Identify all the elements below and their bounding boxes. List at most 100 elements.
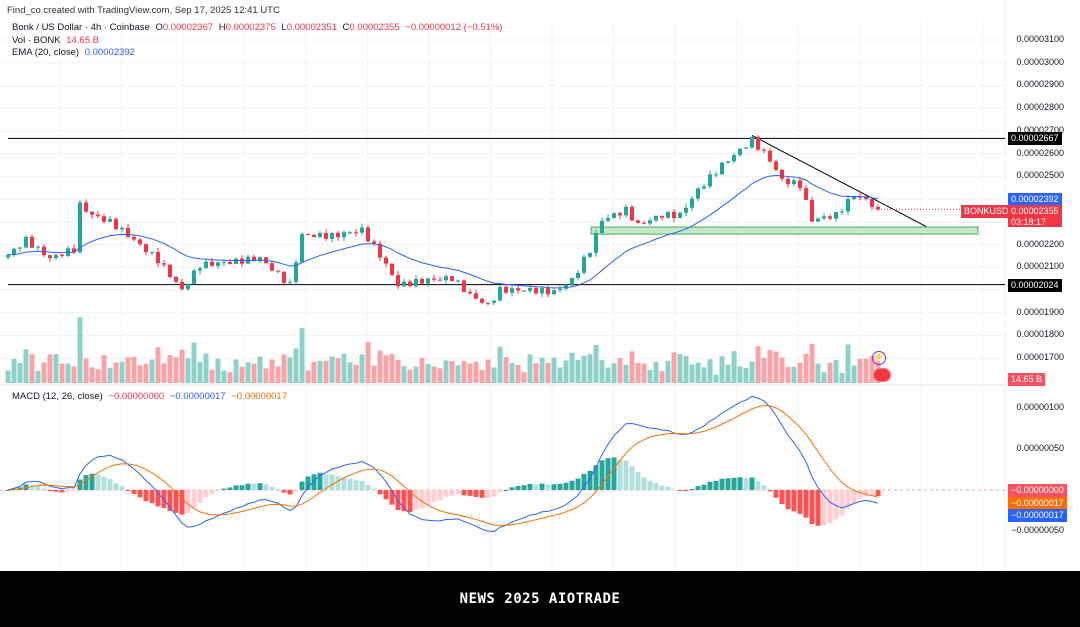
candle-body xyxy=(288,282,292,284)
lightning-event-icon[interactable]: ⚡ xyxy=(872,351,886,365)
macd-histogram-bar xyxy=(443,490,449,497)
candle-body xyxy=(162,263,166,265)
candle-body xyxy=(426,278,430,284)
macd-histogram-bar xyxy=(497,490,503,492)
candle-body xyxy=(750,136,754,148)
macd-histogram-bar xyxy=(29,485,35,490)
macd-histogram-bar xyxy=(581,473,587,490)
macd-histogram-bar xyxy=(143,490,149,502)
macd-histogram-bar xyxy=(287,490,293,495)
macd-histogram-bar xyxy=(371,488,377,490)
candle-body xyxy=(420,278,424,284)
open-value: 0.00002367 xyxy=(162,22,214,33)
macd-histogram-bar xyxy=(815,490,821,526)
volume-legend[interactable]: Vol · BONK 14.65 B xyxy=(12,34,102,47)
volume-bar xyxy=(635,363,641,383)
candle-body xyxy=(150,252,154,254)
volume-bar xyxy=(413,366,419,383)
candle-body xyxy=(702,186,706,189)
candle-body xyxy=(852,196,856,199)
high-label: H xyxy=(218,22,226,33)
candle-body xyxy=(846,198,850,212)
ema-label: EMA (20, close) xyxy=(12,47,80,58)
candle-body xyxy=(186,283,190,290)
volume-bar xyxy=(317,360,323,383)
candle-body xyxy=(618,213,622,216)
candle-body xyxy=(384,257,388,264)
macd-histogram-bar xyxy=(425,490,431,506)
macd-histogram-bar xyxy=(563,482,569,490)
volume-bar xyxy=(569,352,575,383)
volume-bar xyxy=(629,351,635,383)
volume-bar xyxy=(617,358,623,383)
volume-bar xyxy=(803,353,809,383)
candle-body xyxy=(624,206,628,216)
candle-body xyxy=(372,241,376,244)
volume-bar xyxy=(323,360,329,383)
open-label: O xyxy=(155,22,163,33)
price-axis-label: 0.00002100 xyxy=(1016,261,1064,272)
macd-histogram-bar xyxy=(659,485,665,490)
candle-body xyxy=(354,232,358,234)
candle-body xyxy=(192,270,196,284)
candle-body xyxy=(432,278,436,280)
candle-body xyxy=(438,279,442,281)
symbol-title[interactable]: Bonk / US Dollar · 4h · Coinbase xyxy=(12,22,150,33)
candle-body xyxy=(18,247,22,249)
candle-body xyxy=(114,218,118,230)
macd-histogram-bar xyxy=(101,476,107,490)
price-axis-label: 0.00002600 xyxy=(1016,147,1064,158)
volume-bar xyxy=(653,361,659,383)
macd-histogram-bar xyxy=(761,485,767,490)
candle-body xyxy=(858,196,862,198)
macd-signal-line xyxy=(7,405,879,526)
macd-histogram-bar xyxy=(377,490,383,495)
volume-bar xyxy=(443,360,449,383)
candle-body xyxy=(414,278,418,287)
resistance-price-tag: 0.00002667 xyxy=(1008,132,1062,145)
volume-bar xyxy=(287,357,293,383)
macd-histogram-bar xyxy=(233,485,239,490)
credit-text: Find_co created with TradingView.com, Se… xyxy=(7,5,280,16)
macd-histogram-bar xyxy=(641,477,647,490)
last-price: 0.00002355 xyxy=(1011,206,1059,216)
volume-bar xyxy=(767,350,773,383)
candle-body xyxy=(810,199,814,222)
price-axis-label: 0.00001700 xyxy=(1016,352,1064,363)
volume-bar xyxy=(701,367,707,383)
candle-body xyxy=(390,263,394,276)
candle-body xyxy=(462,280,466,293)
candle-body xyxy=(534,287,538,294)
volume-bar xyxy=(47,354,53,383)
volume-bar xyxy=(125,357,131,383)
macd-histogram-bar xyxy=(845,490,851,509)
macd-legend[interactable]: MACD (12, 26, close) −0.00000000 −0.0000… xyxy=(12,390,290,403)
candle-body xyxy=(648,220,652,224)
us-flag-economic-event-icon[interactable] xyxy=(873,368,891,382)
macd-histogram-bar xyxy=(575,478,581,490)
macd-axis-label: 0.00000050 xyxy=(1016,443,1064,453)
volume-bar xyxy=(521,372,527,383)
macd-signal-tag: −0.00000017 xyxy=(1008,497,1067,510)
change-value: −0.00000012 (−0.51%) xyxy=(405,22,503,33)
macd-histogram-bar xyxy=(869,490,875,496)
ema-legend[interactable]: EMA (20, close) 0.00002392 xyxy=(12,46,138,59)
price-chart[interactable] xyxy=(0,0,1080,571)
volume-bar xyxy=(143,363,149,383)
macd-histogram-bar xyxy=(323,474,329,490)
candle-body xyxy=(120,227,124,230)
macd-histogram-bar xyxy=(707,481,713,490)
volume-bar xyxy=(329,356,335,383)
macd-histogram-bar xyxy=(311,474,317,490)
price-axis-label: 0.00002800 xyxy=(1016,102,1064,113)
candle-body xyxy=(570,278,574,285)
close-value: 0.00002355 xyxy=(349,22,400,33)
volume-bar xyxy=(383,355,389,383)
macd-histogram-bar xyxy=(857,490,863,499)
macd-histogram-bar xyxy=(647,480,653,490)
candle-body xyxy=(138,239,142,245)
ema-value: 0.00002392 xyxy=(84,47,135,58)
macd-histogram-bar xyxy=(593,465,599,490)
volume-bar xyxy=(725,364,731,383)
candle-body xyxy=(30,236,34,248)
